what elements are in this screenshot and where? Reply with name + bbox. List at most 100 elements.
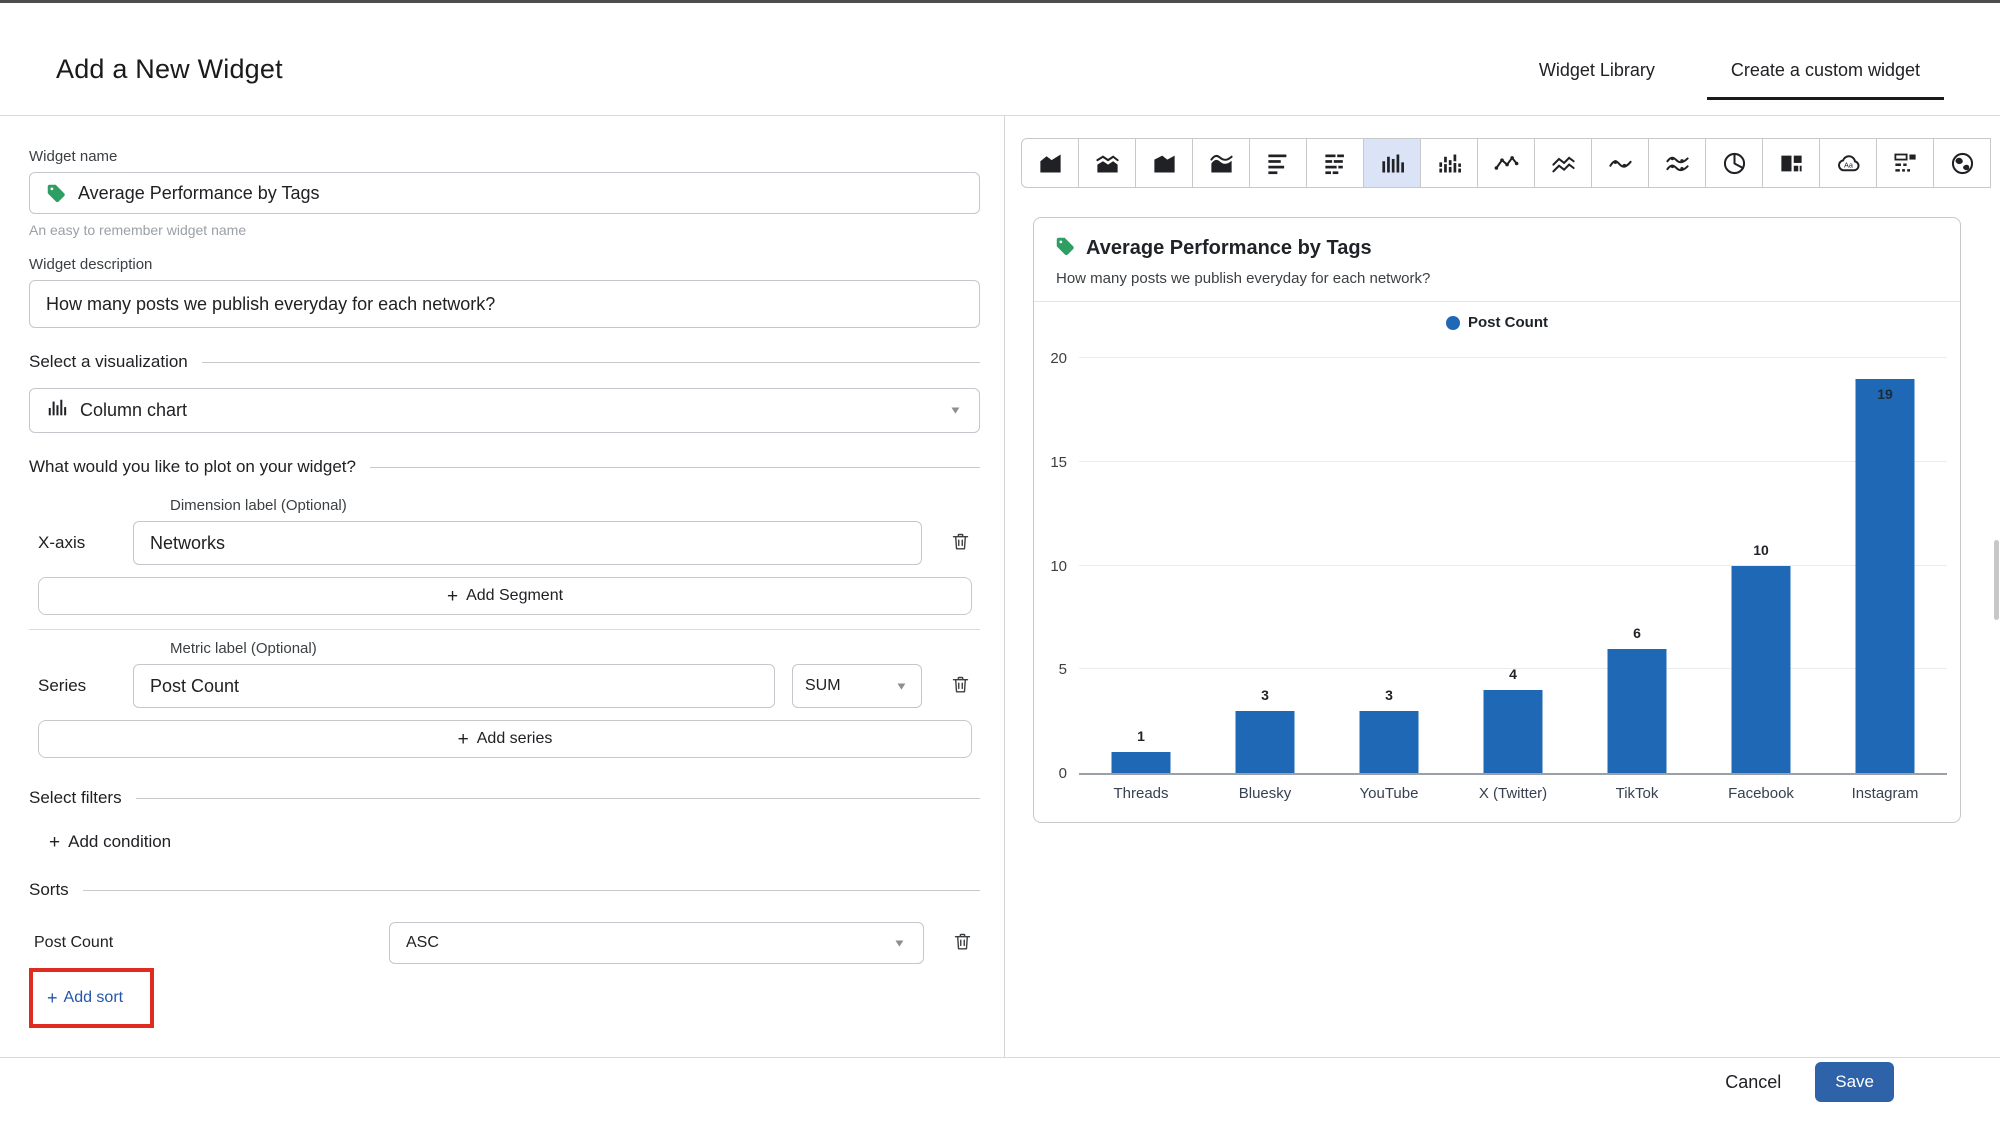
widget-form-panel: Widget name An easy to remember widget n… bbox=[29, 140, 980, 1028]
toolbar-summary-table[interactable] bbox=[1876, 138, 1934, 188]
multi-spline-chart-icon bbox=[1665, 156, 1689, 171]
bar-facebook[interactable]: 10 bbox=[1731, 542, 1791, 773]
toolbar-line-chart[interactable] bbox=[1477, 138, 1535, 188]
svg-text:Aa: Aa bbox=[1844, 160, 1854, 169]
cancel-button[interactable]: Cancel bbox=[1725, 1071, 1782, 1092]
bar-instagram[interactable]: 19 bbox=[1855, 378, 1915, 773]
x-axis-category-label: Instagram bbox=[1851, 785, 1919, 802]
window-top-edge bbox=[0, 0, 2000, 3]
add-series-button[interactable]: Add series bbox=[38, 720, 972, 758]
tab-widget-library[interactable]: Widget Library bbox=[1515, 50, 1679, 97]
toolbar-area-chart[interactable] bbox=[1021, 138, 1079, 188]
form-divider bbox=[29, 629, 980, 630]
widget-preview-card: Average Performance by Tags How many pos… bbox=[1033, 217, 1961, 823]
toolbar-word-cloud[interactable]: Aa bbox=[1819, 138, 1877, 188]
sort-field-label: Post Count bbox=[34, 934, 114, 951]
add-condition-button[interactable]: Add condition bbox=[29, 832, 171, 852]
treemap-chart-icon bbox=[1780, 155, 1802, 171]
bar-value-label: 6 bbox=[1633, 624, 1641, 641]
widget-description-label: Widget description bbox=[29, 256, 153, 273]
sorts-section-header: Sorts bbox=[29, 880, 980, 900]
widget-name-helper: An easy to remember widget name bbox=[29, 222, 247, 238]
delete-series-button[interactable] bbox=[946, 670, 975, 702]
aggregation-select[interactable]: SUM bbox=[792, 664, 922, 708]
series-metric-input[interactable] bbox=[133, 664, 775, 708]
add-sort-button[interactable]: Add sort bbox=[33, 989, 124, 1007]
stacked-area-chart-icon bbox=[1095, 155, 1119, 172]
filters-section-header: Select filters bbox=[29, 788, 980, 808]
footer-actions: Cancel Save bbox=[1725, 1062, 1894, 1102]
delete-x-axis-button[interactable] bbox=[946, 527, 975, 559]
preview-header: Average Performance by Tags How many pos… bbox=[1034, 218, 1960, 302]
toolbar-stacked-area-chart[interactable] bbox=[1078, 138, 1136, 188]
toolbar-stacked-column-chart[interactable] bbox=[1420, 138, 1478, 188]
tab-create-custom-widget[interactable]: Create a custom widget bbox=[1706, 50, 1944, 100]
y-axis-tick: 10 bbox=[1050, 557, 1067, 575]
toolbar-spline-chart[interactable] bbox=[1591, 138, 1649, 188]
toolbar-multi-spline-chart[interactable] bbox=[1648, 138, 1706, 188]
delete-sort-button[interactable] bbox=[948, 927, 977, 959]
plus-icon bbox=[47, 989, 58, 1007]
metric-label: Metric label (Optional) bbox=[170, 640, 317, 657]
header-divider bbox=[0, 115, 2000, 116]
scrollbar-thumb[interactable] bbox=[1994, 540, 1999, 620]
add-segment-button[interactable]: Add Segment bbox=[38, 577, 972, 615]
y-axis-tick: 5 bbox=[1058, 661, 1067, 679]
x-axis-category-label: Facebook bbox=[1728, 785, 1794, 802]
trash-icon bbox=[950, 531, 971, 555]
bar-value-label: 3 bbox=[1385, 686, 1393, 703]
sort-direction-value: ASC bbox=[406, 934, 439, 951]
bar-youtube[interactable]: 3 bbox=[1359, 687, 1419, 773]
sort-direction-select[interactable]: ASC bbox=[389, 922, 924, 964]
chart-legend: Post Count bbox=[1034, 314, 1960, 331]
toolbar-treemap-chart[interactable] bbox=[1762, 138, 1820, 188]
bar-value-label: 1 bbox=[1137, 728, 1145, 745]
save-button[interactable]: Save bbox=[1815, 1062, 1894, 1102]
toolbar-pie-chart[interactable] bbox=[1705, 138, 1763, 188]
bar-bluesky[interactable]: 3 bbox=[1235, 687, 1295, 773]
bar-chart-plot: 0 5 10 15 20 1 Threads 3 Bluesky 3 YouTube 4 X (Twit… bbox=[1050, 350, 1947, 802]
toolbar-column-chart[interactable] bbox=[1363, 138, 1421, 188]
tag-icon bbox=[45, 182, 67, 204]
header-tabs: Widget Library Create a custom widget bbox=[1515, 50, 1944, 100]
area-chart-icon bbox=[1039, 154, 1061, 172]
gridline bbox=[1079, 668, 1947, 670]
y-axis-tick: 15 bbox=[1050, 453, 1067, 471]
series-row: Series SUM bbox=[29, 664, 980, 708]
toolbar-stacked-bar-chart-horizontal[interactable] bbox=[1306, 138, 1364, 188]
plus-icon bbox=[447, 587, 458, 606]
page-title: Add a New Widget bbox=[56, 54, 283, 84]
aggregation-selected-value: SUM bbox=[805, 677, 841, 694]
bar-value-label: 4 bbox=[1509, 666, 1517, 682]
x-axis-input[interactable] bbox=[133, 521, 922, 565]
preview-subtitle: How many posts we publish everyday for e… bbox=[1056, 270, 1431, 287]
word-cloud-icon: Aa bbox=[1837, 154, 1860, 171]
toolbar-area-chart-alt[interactable] bbox=[1135, 138, 1193, 188]
red-annotation-box: Add sort bbox=[29, 968, 154, 1028]
widget-name-input[interactable] bbox=[29, 172, 980, 214]
map-chart-icon bbox=[1951, 152, 1973, 174]
legend-dot bbox=[1446, 315, 1460, 330]
visualization-section-header: Select a visualization bbox=[29, 352, 980, 372]
widget-name-label: Widget name bbox=[29, 148, 118, 165]
gridline bbox=[1079, 357, 1947, 358]
plot-section-header: What would you like to plot on your widg… bbox=[29, 457, 980, 477]
visualization-select[interactable]: Column chart bbox=[29, 388, 980, 433]
toolbar-map-chart[interactable] bbox=[1933, 138, 1991, 188]
column-chart-icon bbox=[1381, 154, 1404, 172]
bar-x-twitter[interactable]: 4 bbox=[1483, 666, 1543, 773]
visualization-selected-value: Column chart bbox=[80, 400, 188, 420]
widget-description-input[interactable] bbox=[29, 280, 980, 328]
bar-value-label: 19 bbox=[1877, 385, 1893, 402]
toolbar-smooth-area-chart[interactable] bbox=[1192, 138, 1250, 188]
bar-threads[interactable]: 1 bbox=[1111, 728, 1171, 773]
toolbar-multi-line-chart[interactable] bbox=[1534, 138, 1592, 188]
spline-chart-icon bbox=[1608, 159, 1632, 168]
trash-icon bbox=[950, 674, 971, 698]
toolbar-bar-chart-horizontal[interactable] bbox=[1249, 138, 1307, 188]
gridline bbox=[1079, 564, 1947, 566]
chevron-down-icon bbox=[894, 678, 909, 695]
bar-tiktok[interactable]: 6 bbox=[1607, 625, 1667, 773]
chevron-down-icon bbox=[948, 402, 963, 419]
y-axis-tick: 20 bbox=[1050, 350, 1067, 367]
